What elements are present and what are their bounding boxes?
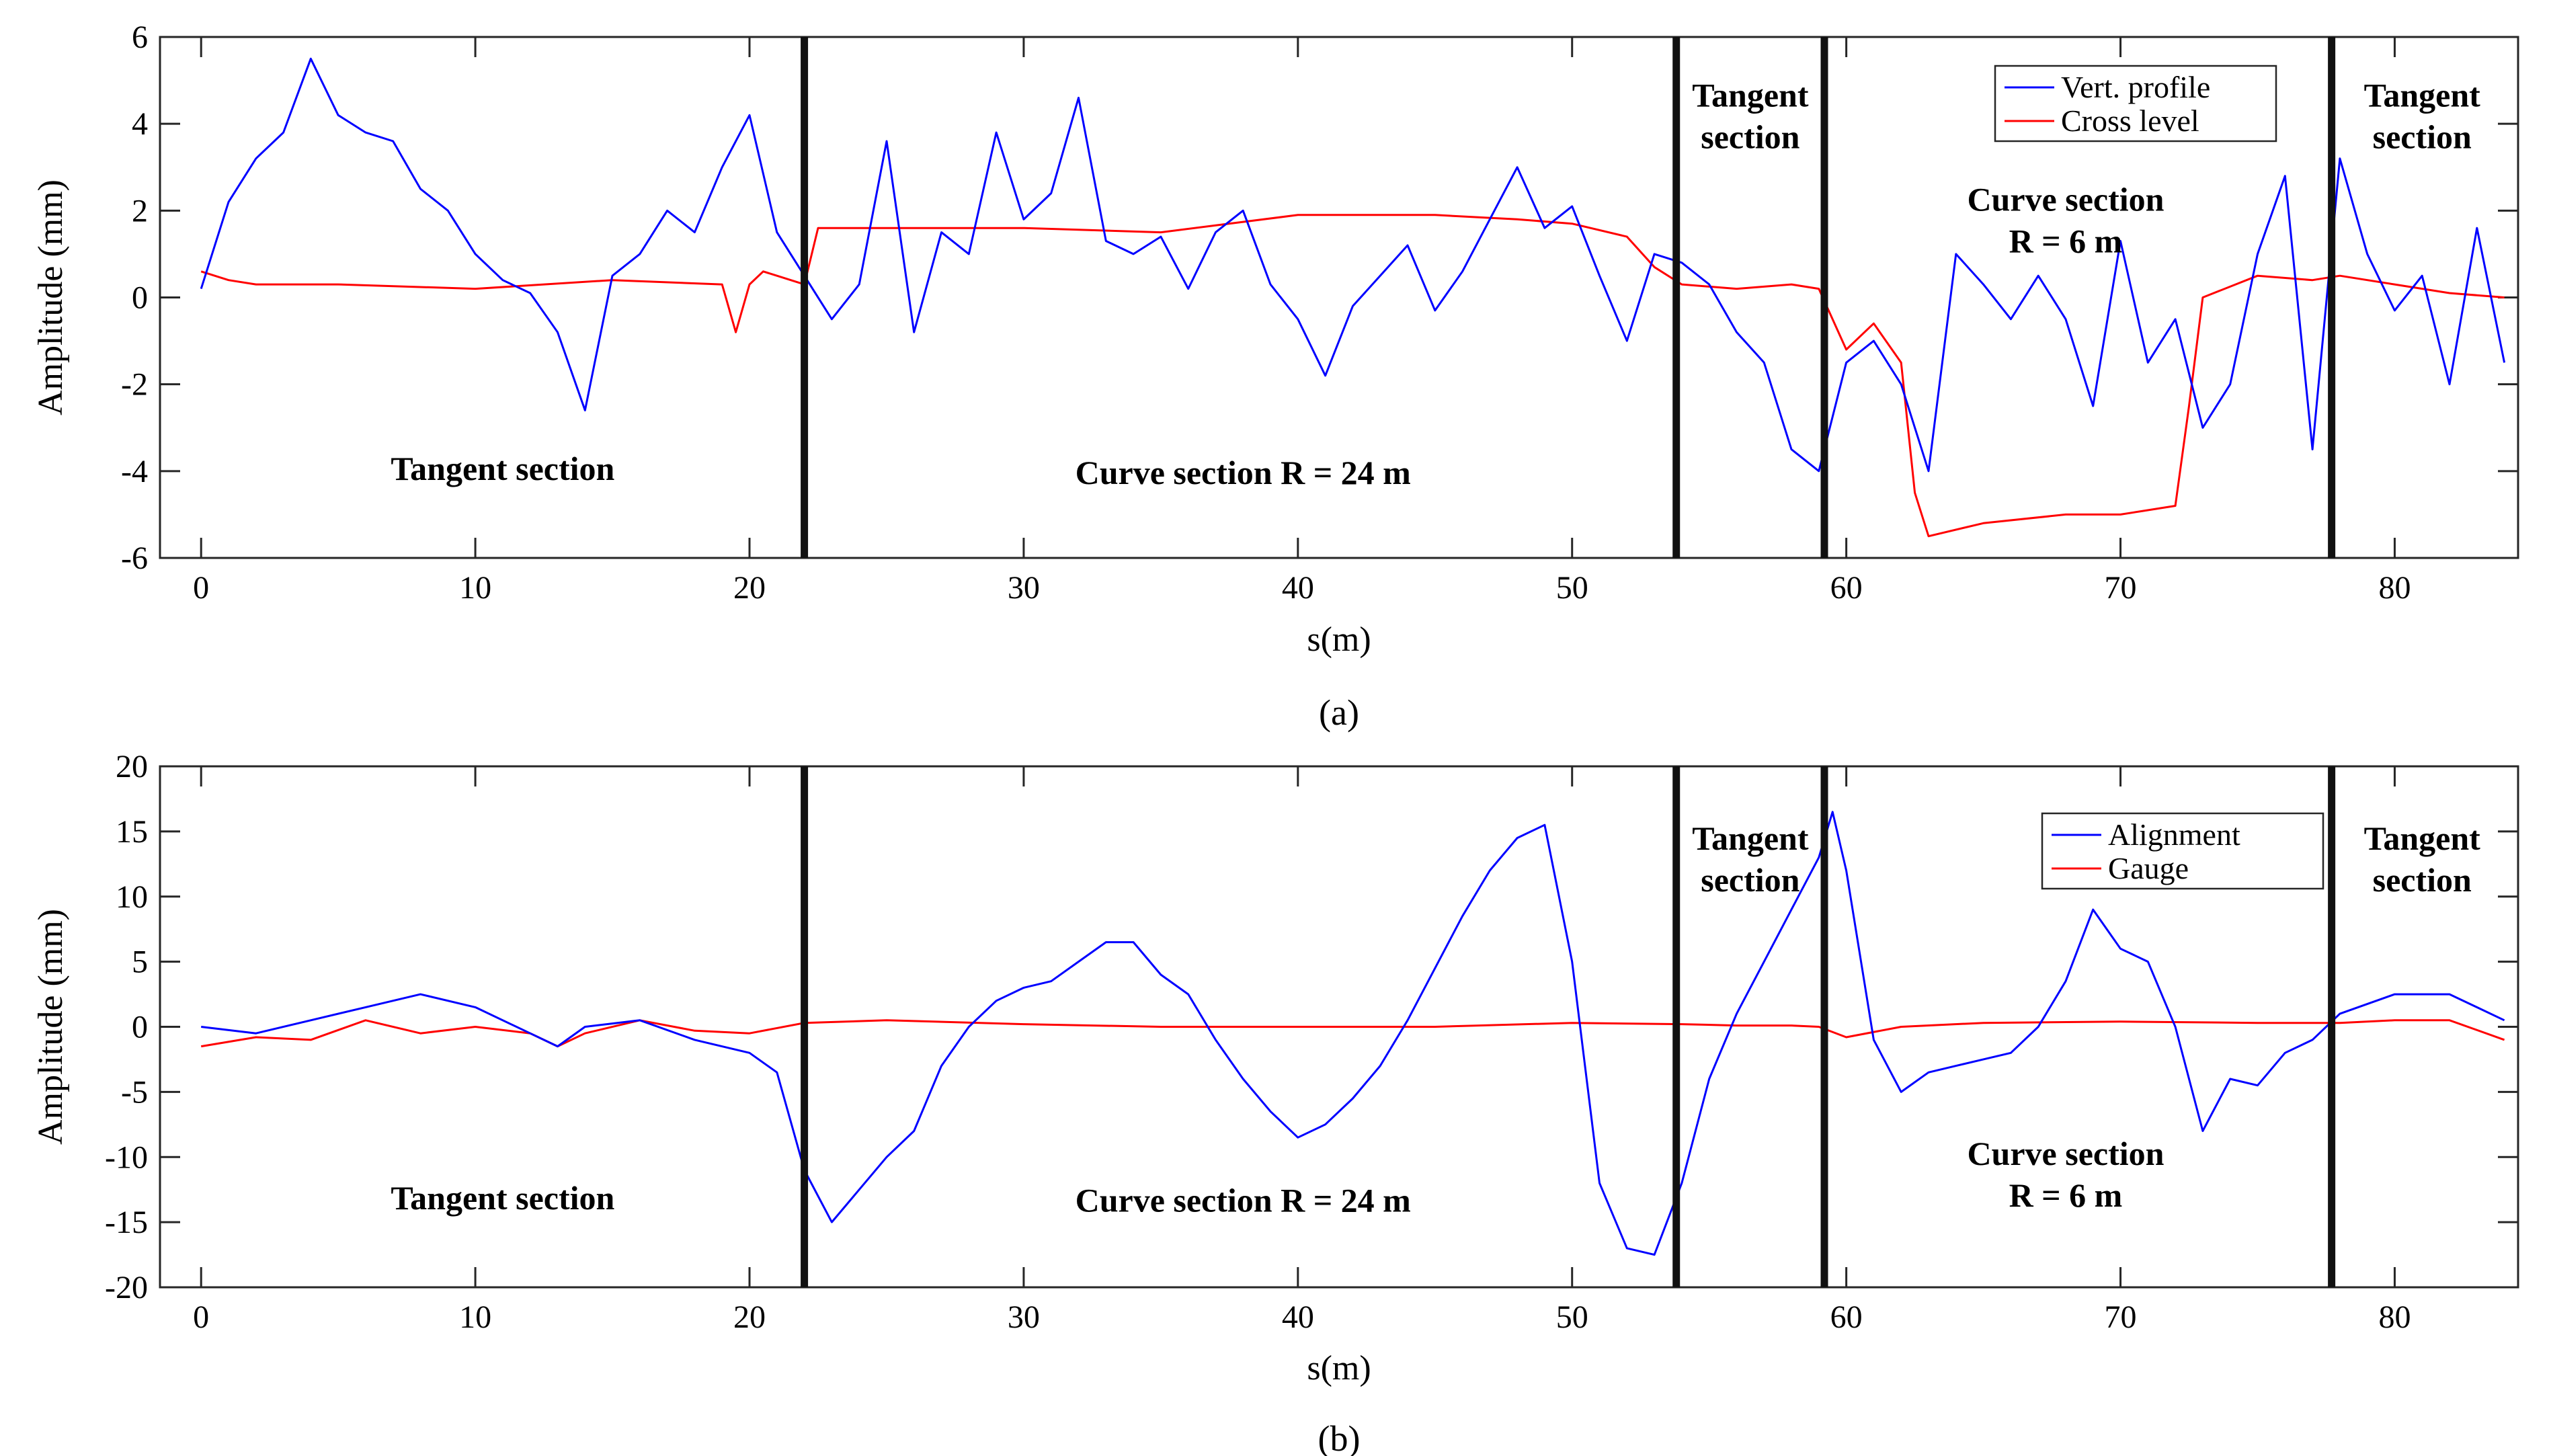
x-axis-label: s(m)	[1307, 1349, 1371, 1387]
section-label: Curve section	[1967, 1135, 2164, 1172]
section-label: Tangent	[1692, 76, 1809, 114]
x-tick-label: 10	[459, 1299, 491, 1335]
y-tick-label: -20	[105, 1270, 148, 1305]
x-tick-label: 70	[2105, 570, 2137, 606]
section-label: Tangent	[2364, 819, 2481, 857]
panel-caption: (b)	[1318, 1418, 1361, 1456]
y-tick-label: 0	[132, 280, 148, 316]
x-tick-label: 40	[1282, 1299, 1314, 1335]
y-tick-label: -10	[105, 1139, 148, 1175]
x-tick-label: 0	[193, 570, 209, 606]
section-label: Tangent	[1692, 819, 1809, 857]
section-label: section	[2373, 118, 2472, 155]
y-tick-label: 20	[116, 749, 148, 784]
section-label: Tangent section	[391, 450, 614, 487]
x-tick-label: 80	[2378, 570, 2411, 606]
section-label: Curve section R = 24 m	[1076, 454, 1411, 491]
series-line-alignment	[201, 811, 2505, 1256]
y-tick-label: 4	[132, 106, 148, 142]
x-tick-label: 30	[1008, 570, 1040, 606]
section-label: Curve section R = 24 m	[1076, 1182, 1411, 1219]
series-group	[200, 811, 2505, 1256]
chart-panel-a: 0 10 20 30 40 50 60 70 80 -6 -4 -2 0 2 4 6 s(m) Amplitude…	[32, 19, 2519, 733]
x-tick-label: 50	[1556, 570, 1588, 606]
legend-entry-label: Vert. profile	[2061, 70, 2210, 104]
y-tick-label: 15	[116, 814, 148, 850]
y-tick-label: 10	[116, 879, 148, 915]
x-tick-label: 70	[2105, 1299, 2137, 1335]
y-tick-label: 5	[132, 944, 148, 980]
section-label: Tangent	[2364, 76, 2481, 114]
panel-caption: (a)	[1319, 692, 1359, 733]
section-label: section	[2373, 861, 2472, 899]
section-label: R = 6 m	[2009, 222, 2123, 259]
series-line-vert-profile	[200, 57, 2506, 473]
section-label: section	[1701, 861, 1799, 899]
y-tick-label: -4	[121, 454, 148, 489]
x-tick-label: 0	[193, 1299, 209, 1335]
x-tick-label: 10	[459, 570, 491, 606]
legend-box	[2041, 812, 2324, 890]
y-tick-label: -15	[105, 1205, 148, 1240]
y-tick-label: 6	[132, 19, 148, 55]
chart-panel-b: 0 10 20 30 40 50 60 70 80 -20 -15 -10 -5 0 5 10 15 20 s(m)…	[32, 749, 2519, 1456]
x-tick-label: 80	[2378, 1299, 2411, 1335]
series-group	[200, 57, 2506, 538]
x-axis-label: s(m)	[1307, 620, 1371, 659]
legend-entry-label: Gauge	[2108, 851, 2189, 885]
section-label: section	[1701, 118, 1799, 155]
x-tick-label: 60	[1830, 1299, 1863, 1335]
x-tick-label: 40	[1282, 570, 1314, 606]
legend-entry-label: Alignment	[2108, 817, 2240, 852]
section-label: R = 6 m	[2009, 1176, 2123, 1214]
legend-entry-label: Cross level	[2061, 104, 2199, 138]
y-axis-label: Amplitude (mm)	[32, 909, 70, 1145]
y-tick-label: -2	[121, 367, 148, 403]
y-tick-label: -6	[121, 540, 148, 576]
x-tick-label: 50	[1556, 1299, 1588, 1335]
y-tick-label: 0	[132, 1010, 148, 1045]
y-tick-label: 2	[132, 193, 148, 229]
section-label: Tangent section	[391, 1179, 614, 1217]
y-tick-label: -5	[121, 1074, 148, 1110]
x-tick-label: 30	[1008, 1299, 1040, 1335]
series-line-cross-level	[200, 214, 2505, 538]
section-label: Curve section	[1967, 180, 2164, 218]
y-axis-label: Amplitude (mm)	[32, 179, 70, 415]
legend-box	[1994, 65, 2277, 143]
x-tick-label: 20	[733, 1299, 766, 1335]
series-line-gauge	[200, 1019, 2505, 1048]
x-tick-label: 20	[733, 570, 766, 606]
x-tick-label: 60	[1830, 570, 1863, 606]
